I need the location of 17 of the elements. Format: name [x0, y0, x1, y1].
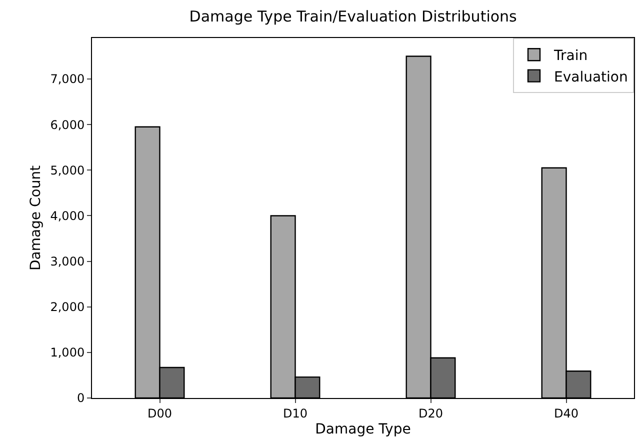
y-tick-label: 3,000 [50, 254, 85, 268]
x-tick-label: D00 [147, 406, 172, 420]
x-axis-title: Damage Type [315, 422, 411, 438]
legend-label: Train [553, 48, 588, 64]
y-axis-title: Damage Count [28, 164, 44, 271]
y-tick-label: 1,000 [50, 346, 85, 360]
y-tick-label: 4,000 [50, 208, 85, 223]
y-tick-label: 7,000 [50, 72, 85, 86]
x-tick-label: D20 [418, 406, 444, 420]
chart-title: Damage Type Train/Evaluation Distributions [189, 8, 518, 26]
y-tick-label: 5,000 [50, 163, 85, 178]
legend-label: Evaluation [554, 69, 628, 86]
y-tick-label: 6,000 [50, 118, 85, 132]
y-tick-label: 0 [76, 391, 85, 406]
x-tick-label: D40 [554, 406, 579, 420]
x-tick-label: D10 [282, 406, 308, 420]
y-tick-label: 2,000 [50, 300, 85, 314]
